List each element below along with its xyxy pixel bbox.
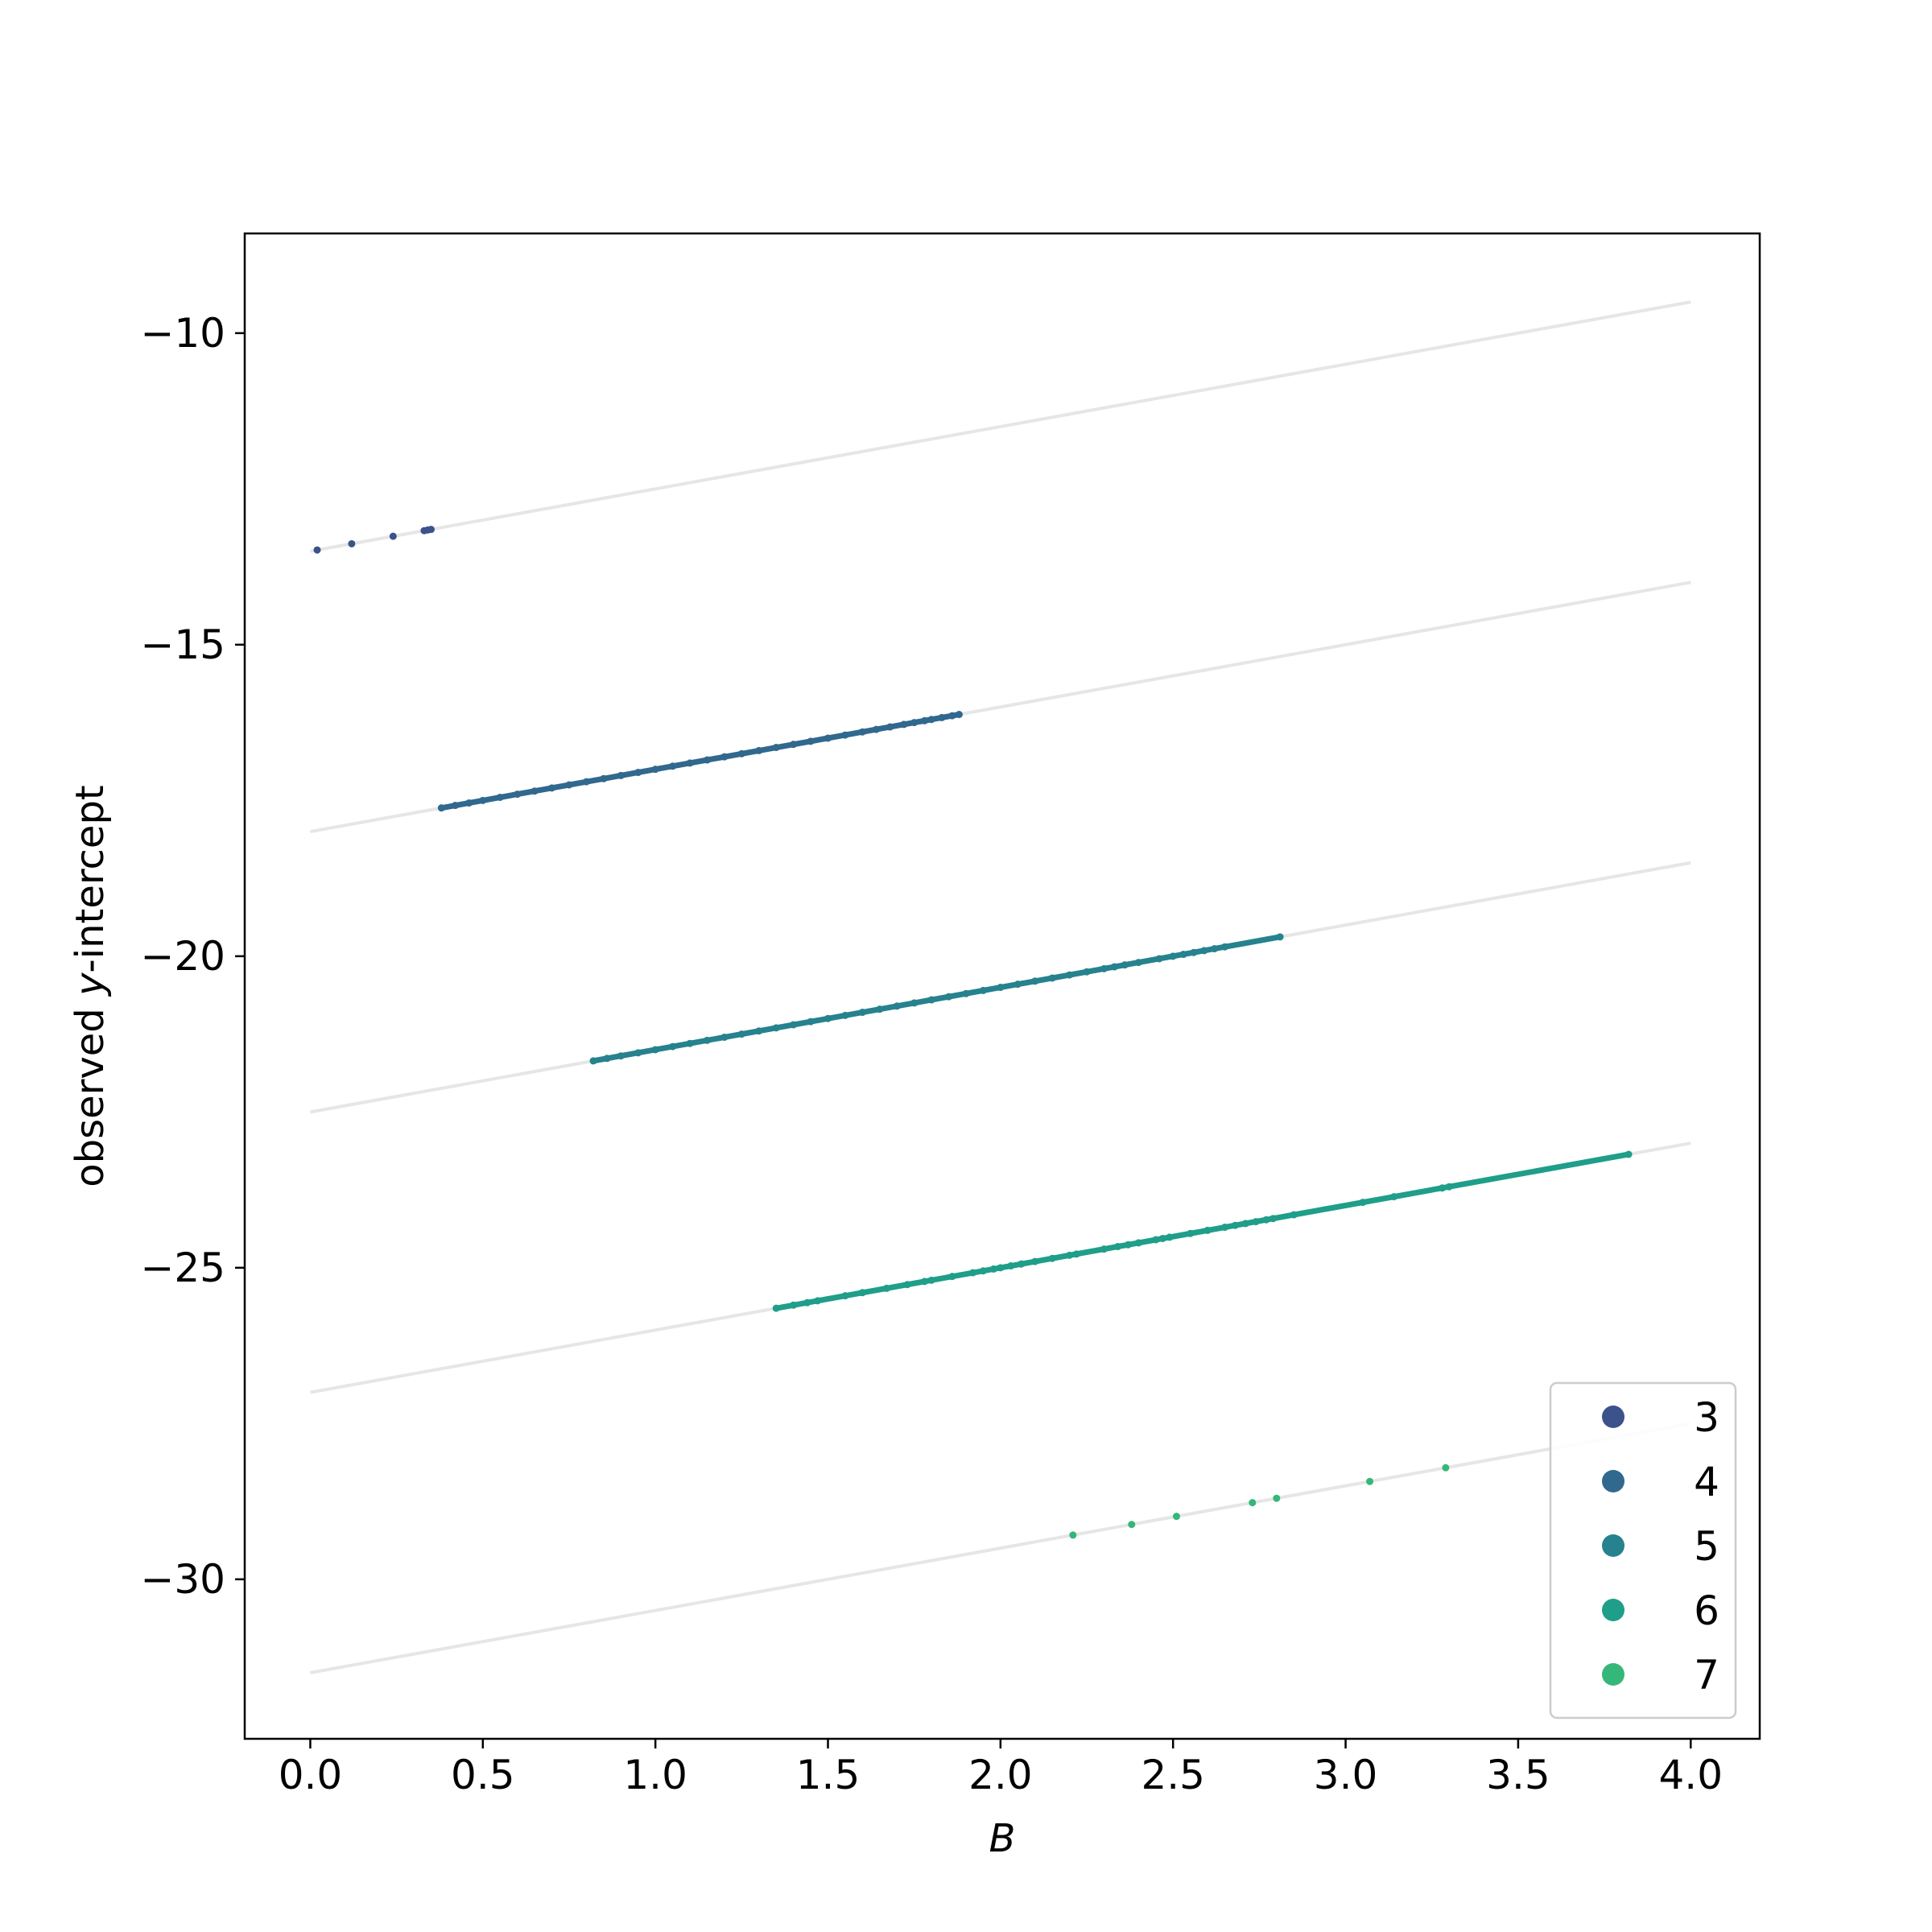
point-series-7-6 xyxy=(1366,1477,1374,1485)
point-series-7-3 xyxy=(1172,1513,1180,1521)
dense-band-series-6 xyxy=(773,1151,1632,1311)
legend-marker-6 xyxy=(1602,1599,1624,1621)
x-tick-label: 0.5 xyxy=(451,1752,515,1798)
legend-box xyxy=(1549,1381,1737,1719)
legend-label-7: 7 xyxy=(1694,1652,1719,1699)
point-series-7-2 xyxy=(1128,1521,1136,1529)
y-tick-label: −15 xyxy=(140,621,225,668)
legend-marker-3 xyxy=(1602,1406,1624,1428)
legend-marker-7 xyxy=(1602,1663,1624,1686)
legend-marker-4 xyxy=(1602,1470,1624,1492)
y-tick-label: −30 xyxy=(140,1556,225,1603)
point-series-3-2 xyxy=(348,539,356,547)
point-series-3-3 xyxy=(389,532,397,540)
y-tick-label: −10 xyxy=(140,310,225,357)
x-tick-label: 2.5 xyxy=(1141,1752,1205,1798)
point-series-7-5 xyxy=(1273,1494,1281,1502)
data-points xyxy=(313,526,1633,1539)
x-axis-label: B xyxy=(989,1816,1016,1861)
y-tick-label: −25 xyxy=(140,1245,225,1291)
y-axis-ticks: −10 −15 −20 −25 −30 xyxy=(140,310,245,1603)
y-tick-label: −20 xyxy=(140,933,225,980)
dense-band-series-5 xyxy=(590,934,1283,1064)
plot-frame xyxy=(243,232,1761,1740)
legend-marker-5 xyxy=(1602,1534,1624,1557)
x-tick-label: 2.0 xyxy=(968,1752,1033,1798)
x-tick-label: 3.0 xyxy=(1314,1752,1378,1798)
legend-label-3: 3 xyxy=(1694,1394,1719,1441)
x-tick-label: 3.5 xyxy=(1486,1752,1550,1798)
legend-label-5: 5 xyxy=(1694,1523,1719,1570)
point-series-7-7 xyxy=(1442,1463,1450,1472)
point-series-3-1 xyxy=(313,546,321,554)
x-tick-label: 1.5 xyxy=(796,1752,861,1798)
dense-band-series-4 xyxy=(438,712,962,811)
reference-line-5 xyxy=(310,1422,1691,1674)
x-tick-label: 4.0 xyxy=(1658,1752,1723,1798)
point-series-7-4 xyxy=(1249,1499,1257,1507)
legend: 3 4 5 6 7 xyxy=(1549,1381,1737,1719)
x-tick-label: 0.0 xyxy=(279,1752,343,1798)
point-series-7-1 xyxy=(1069,1531,1077,1539)
x-axis-ticks: 0.0 0.5 1.0 1.5 2.0 2.5 3.0 3.5 4.0 xyxy=(279,1739,1723,1798)
y-axis-label: observed y-intercept xyxy=(68,785,113,1187)
point-series-3-6 xyxy=(427,526,435,534)
legend-label-6: 6 xyxy=(1694,1587,1719,1634)
x-tick-label: 1.0 xyxy=(623,1752,687,1798)
reference-line-1 xyxy=(310,300,1691,553)
legend-label-4: 4 xyxy=(1694,1459,1719,1505)
